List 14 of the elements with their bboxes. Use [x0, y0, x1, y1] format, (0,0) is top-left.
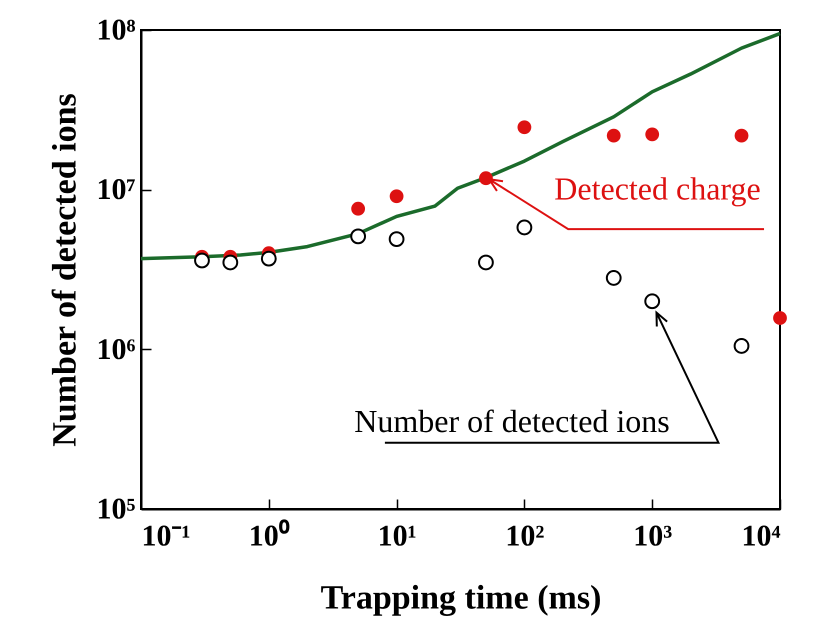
- x-tick-label: 10⁴: [742, 520, 780, 552]
- x-tick-label: 10³: [633, 520, 672, 552]
- y-tick-label: 10⁶: [96, 332, 136, 366]
- series-label: Detected charge: [554, 170, 761, 206]
- y-tick-label: 10⁵: [96, 492, 136, 526]
- x-tick-label: 10⁰: [248, 518, 290, 552]
- y-tick-label: 10⁸: [96, 14, 136, 46]
- x-tick-label: 10²: [505, 520, 544, 552]
- text: Number of detected ions: [354, 403, 670, 440]
- y-tick-label: 10⁷: [96, 173, 136, 206]
- x-tick-label: 10¹: [378, 520, 417, 552]
- y-axis-title: Number of detected ions: [46, 93, 84, 447]
- x-axis-title: Trapping time (ms): [320, 580, 602, 616]
- x-tick-label: 10⁻¹: [142, 520, 190, 552]
